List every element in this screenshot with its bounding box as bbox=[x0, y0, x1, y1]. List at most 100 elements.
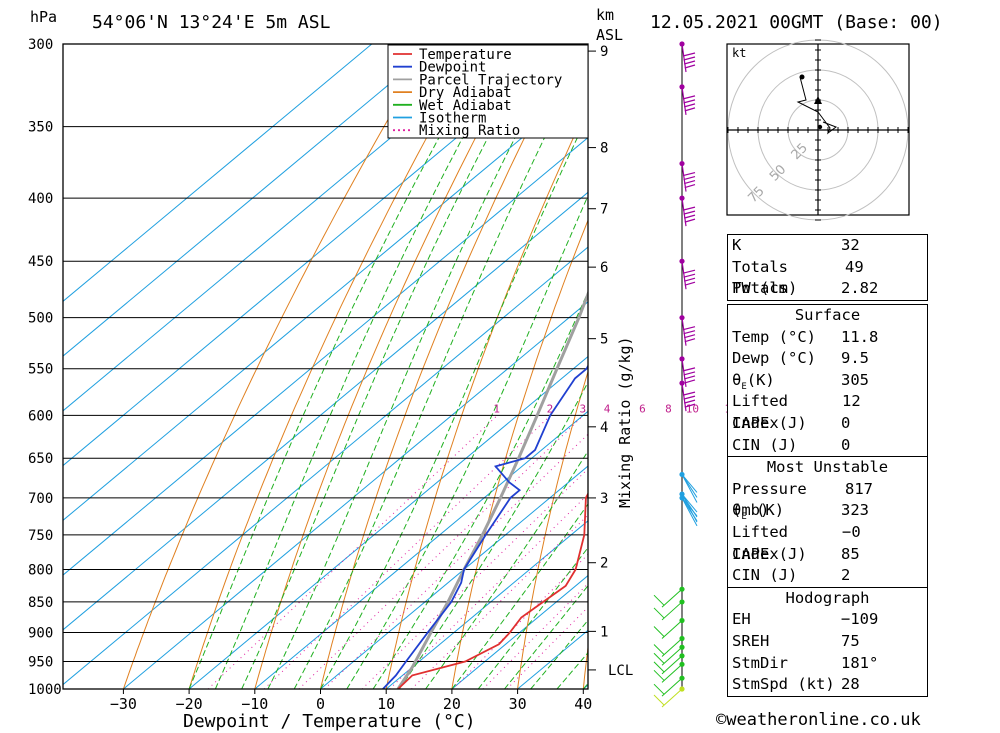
x-tick-label: 10 bbox=[377, 695, 395, 713]
isotherm bbox=[63, 246, 588, 686]
wet-adiabat bbox=[293, 49, 588, 689]
wind-barb-flag bbox=[653, 694, 665, 706]
temperature-line bbox=[397, 491, 588, 689]
wind-barb-flag bbox=[653, 683, 665, 695]
mixing-ratio-axis-label: Mixing Ratio (g/kg) bbox=[616, 336, 634, 508]
wind-barb-flag bbox=[684, 281, 696, 286]
wind-barb-flag bbox=[683, 56, 696, 61]
mu-pressure-label: Pressure (mb) bbox=[732, 479, 807, 520]
wind-barb-flag bbox=[683, 273, 696, 278]
km-axis: 9 8 7 6 5 4 3 2 1 LCL bbox=[588, 44, 633, 679]
mu-cin-label: CIN (J) bbox=[732, 566, 798, 585]
isotherm bbox=[63, 44, 504, 412]
wet-adiabat bbox=[320, 114, 588, 689]
x-tick-label: −20 bbox=[176, 695, 203, 713]
surface-dewp-value: 9.5 bbox=[841, 349, 869, 368]
mixing-ratio-line bbox=[361, 468, 588, 689]
isotherm bbox=[63, 136, 588, 576]
dry-adiabat bbox=[320, 44, 573, 689]
wind-barb-flag bbox=[682, 326, 696, 331]
wind-dot bbox=[679, 195, 685, 201]
sreh-value: 75 bbox=[841, 631, 860, 650]
isotherm bbox=[63, 44, 373, 302]
wet-adiabat bbox=[214, 44, 514, 689]
wind-barb-flag bbox=[682, 52, 696, 57]
surface-temp-label: Temp (°C) bbox=[732, 327, 816, 346]
isotherm bbox=[63, 191, 588, 631]
legend-label: Wet Adiabat bbox=[419, 98, 512, 114]
wind-barb-staff bbox=[661, 638, 683, 657]
mu-title: Most Unstable bbox=[766, 458, 889, 477]
legend-label: Parcel Trajectory bbox=[419, 72, 562, 88]
wind-barb-flag bbox=[653, 669, 665, 681]
location-title: 54°06'N 13°24'E 5m ASL bbox=[92, 12, 331, 33]
wind-barb-flag bbox=[683, 371, 696, 376]
pressure-tick-label: 750 bbox=[28, 528, 53, 544]
pressure-tick-labels: 300 350 400 450 500 550 600 650 700 750 800 850 900 9… bbox=[28, 37, 62, 698]
wind-barb-flag bbox=[683, 175, 696, 181]
isotherm bbox=[63, 44, 438, 357]
wind-barb-flag bbox=[684, 103, 696, 108]
surface-theta-label: θE(K) bbox=[732, 370, 775, 392]
pw-value: 2.82 bbox=[841, 279, 879, 298]
k-value: 32 bbox=[841, 236, 860, 254]
storm-motion-marker bbox=[814, 96, 822, 104]
legend-label: Mixing Ratio bbox=[419, 123, 520, 139]
wind-barb-flag bbox=[683, 99, 696, 104]
isotherm bbox=[385, 520, 588, 689]
wet-adiabat bbox=[241, 44, 538, 689]
km-tick-label: 6 bbox=[600, 260, 608, 276]
km-tick-label: 5 bbox=[600, 332, 608, 348]
stmdir-value: 181° bbox=[841, 653, 879, 672]
wet-adiabat bbox=[451, 503, 588, 689]
wind-barb-flag bbox=[682, 391, 696, 396]
wind-barb-flag bbox=[684, 375, 696, 380]
wind-barb-staff bbox=[661, 620, 683, 639]
pressure-tick-label: 450 bbox=[28, 254, 53, 270]
km-tick-label: 3 bbox=[600, 491, 608, 507]
mixing-ratio-line bbox=[411, 514, 588, 689]
x-tick-labels: −30 −20 −10 0 10 20 30 40 bbox=[110, 689, 592, 713]
mu-pressure-value: 817 bbox=[844, 479, 873, 498]
km-tick-label: 7 bbox=[600, 202, 608, 218]
wind-barb-flag bbox=[682, 171, 696, 177]
eh-label: EH bbox=[732, 610, 751, 629]
wind-barb-staff bbox=[661, 601, 683, 621]
surface-li-label: Lifted Index bbox=[732, 392, 788, 432]
wind-barb-flag bbox=[684, 399, 696, 404]
wind-barb-flag bbox=[653, 652, 665, 664]
profiles bbox=[382, 289, 588, 689]
wet-adiabat bbox=[372, 290, 588, 689]
pressure-tick-label: 350 bbox=[28, 120, 53, 136]
legend-label: Temperature bbox=[419, 47, 512, 63]
mu-li-label: Lifted Index bbox=[732, 522, 788, 563]
pressure-tick-label: 300 bbox=[28, 37, 53, 53]
mu-cin-value: 2 bbox=[841, 566, 851, 585]
wind-barb-flag bbox=[684, 179, 696, 185]
wind-barb-flag bbox=[683, 210, 696, 215]
wind-barb-flag bbox=[653, 594, 665, 606]
wet-adiabat bbox=[477, 546, 588, 689]
x-tick-label: 30 bbox=[509, 695, 527, 713]
wind-barb-flag bbox=[684, 107, 696, 112]
wind-barb-staff bbox=[661, 655, 683, 675]
lcl-label: LCL bbox=[608, 663, 633, 679]
mu-theta-label: θE (K) bbox=[732, 501, 785, 523]
pressure-tick-label: 650 bbox=[28, 451, 53, 467]
indices-table: K 32 Totals Totals 49 PW (cm) 2.82 bbox=[727, 234, 928, 301]
mixing-ratio-label: 6 bbox=[639, 402, 646, 415]
pressure-tick-label: 700 bbox=[28, 491, 53, 507]
eh-value: −109 bbox=[841, 610, 879, 629]
km-tick-label: 9 bbox=[600, 44, 608, 60]
wind-barb-staff bbox=[661, 646, 683, 666]
mixing-ratio-label: 3 bbox=[580, 402, 587, 415]
wind-barb-flag bbox=[682, 367, 696, 372]
mu-cape-label: CAPE (J) bbox=[732, 544, 807, 563]
wind-barb-flag bbox=[684, 60, 696, 65]
pressure-tick-label: 1000 bbox=[28, 682, 62, 698]
x-tick-label: −10 bbox=[241, 695, 268, 713]
copyright-link[interactable]: ©weatheronline.co.uk bbox=[716, 710, 921, 730]
